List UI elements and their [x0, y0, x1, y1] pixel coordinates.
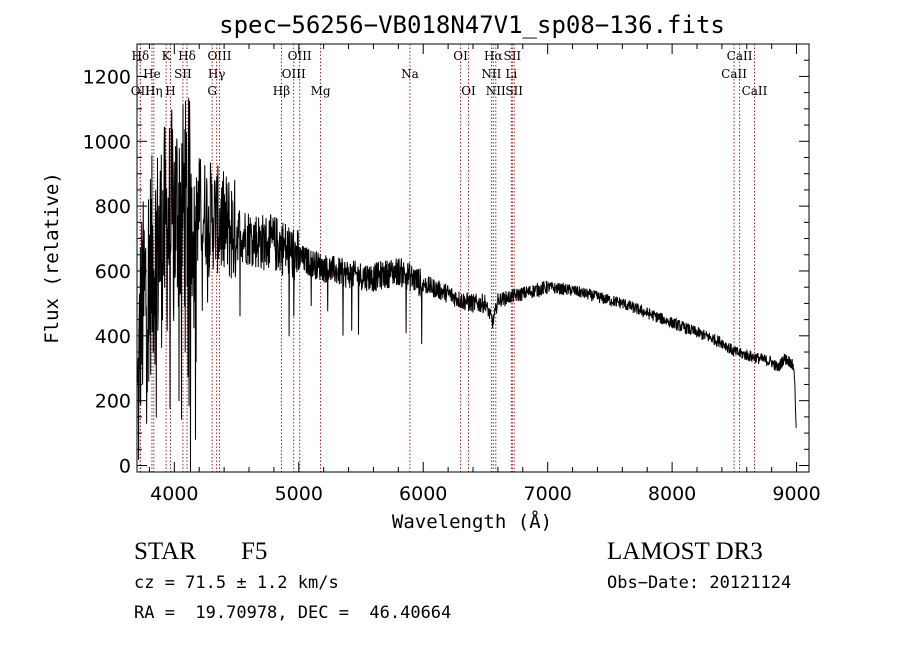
y-axis-label: Flux (relative) [41, 172, 63, 344]
x-tick-label: 5000 [275, 483, 323, 505]
reference-line-label: OI [453, 49, 468, 63]
reference-line-label: SII [503, 49, 521, 63]
x-tick-label: 8000 [648, 483, 696, 505]
reference-line-label: Hγ [208, 67, 226, 81]
x-tick-label: 6000 [399, 483, 447, 505]
reference-line-label: CaII [721, 67, 747, 81]
reference-line-label: G [207, 84, 217, 98]
observation-date: Obs−Date: 20121124 [607, 573, 792, 593]
y-tick-label: 1200 [83, 66, 131, 88]
reference-line-label: H [165, 84, 175, 98]
reference-line-label: Hα [484, 49, 503, 63]
y-tick-label: 200 [95, 391, 131, 413]
reference-line-label: He [143, 67, 161, 81]
reference-line-label: OIII [207, 49, 231, 63]
reference-line-label: OI [461, 84, 476, 98]
y-tick-label: 400 [95, 326, 131, 348]
reference-line-label: CaII [727, 49, 753, 63]
reference-line-label: SII [174, 67, 192, 81]
reference-line-label: Hδ [132, 49, 150, 63]
redshift-velocity: cz = 71.5 ± 1.2 km/s [134, 573, 339, 593]
reference-line-label: OII [131, 84, 151, 98]
x-tick-label: 9000 [772, 483, 820, 505]
y-tick-label: 600 [95, 261, 131, 283]
coordinates: RA = 19.70978, DEC = 46.40664 [134, 603, 452, 623]
reference-line-label: OIII [288, 49, 312, 63]
y-tick-label: 0 [119, 456, 131, 478]
reference-line-label: Hη [145, 84, 163, 98]
y-tick-label: 1000 [83, 131, 131, 153]
reference-line-label: SII [505, 84, 523, 98]
reference-line-label: OIII [282, 67, 306, 81]
reference-line-label: Hδ [178, 49, 196, 63]
spectrum-line [137, 97, 797, 473]
reference-line-label: Mg [311, 84, 331, 98]
reference-line-label: NII [486, 84, 506, 98]
reference-line-label: Hβ [273, 84, 290, 98]
chart-title: spec−56256−VB018N47V1_sp08−136.fits [219, 11, 725, 39]
y-tick-label: 800 [95, 196, 131, 218]
reference-line-label: Na [401, 67, 419, 81]
reference-line-label: Li [505, 67, 517, 81]
x-tick-label: 4000 [150, 483, 198, 505]
reference-line-label: K [162, 49, 172, 63]
object-class: STAR [134, 538, 196, 565]
reference-line-label: CaII [742, 84, 768, 98]
x-axis-label: Wavelength (Å) [392, 510, 552, 533]
x-tick-label: 7000 [523, 483, 571, 505]
reference-line-label: NII [481, 67, 501, 81]
object-subclass: F5 [241, 538, 268, 565]
survey-name: LAMOST DR3 [607, 538, 763, 565]
